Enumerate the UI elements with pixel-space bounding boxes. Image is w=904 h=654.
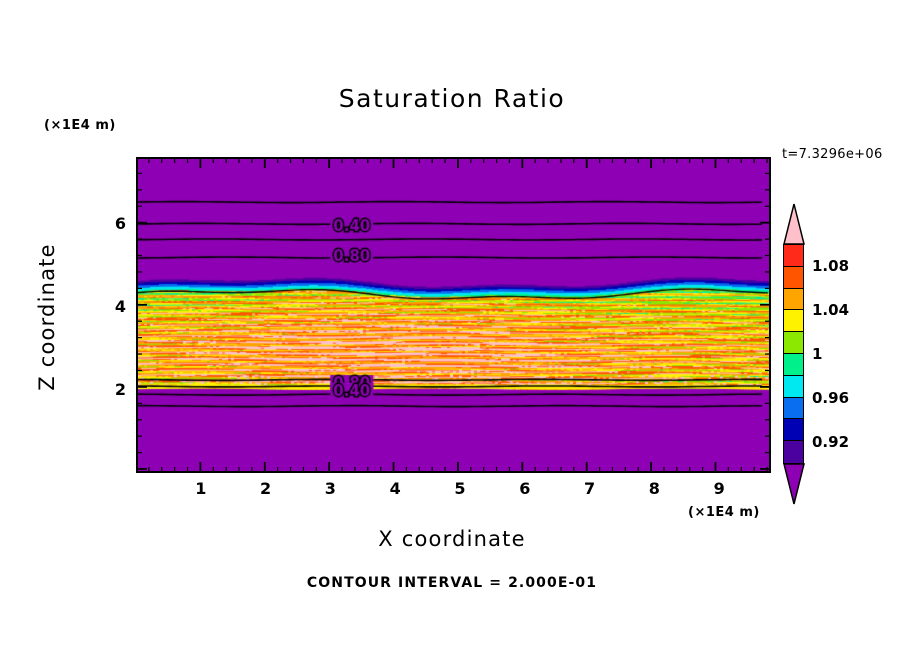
contour-field-canvas <box>138 159 769 471</box>
y-tick-label-1: 4 <box>114 296 126 316</box>
colorbar <box>783 244 804 464</box>
colorbar-label-0: 1.08 <box>812 257 850 275</box>
colorbar-band-6 <box>784 375 803 398</box>
colorbar-band-8 <box>784 419 803 442</box>
contour-interval-label: CONTOUR INTERVAL = 2.000E-01 <box>306 575 598 591</box>
x-tick-label-2: 3 <box>324 479 336 498</box>
colorbar-over-arrow <box>783 203 805 245</box>
colorbar-label-4: 0.92 <box>812 433 850 451</box>
colorbar-label-1: 1.04 <box>812 301 850 319</box>
x-axis-title: X coordinate <box>378 527 526 551</box>
x-tick-label-5: 6 <box>519 479 531 498</box>
colorbar-band-0 <box>784 245 803 267</box>
x-tick-label-7: 8 <box>648 479 660 498</box>
colorbar-band-7 <box>784 397 803 420</box>
colorbar-band-9 <box>784 441 803 463</box>
x-tick-label-6: 7 <box>583 479 596 498</box>
page-title: Saturation Ratio <box>338 84 566 113</box>
x-tick-label-0: 1 <box>195 479 207 498</box>
contour-plot-area <box>136 157 771 473</box>
colorbar-band-1 <box>784 266 803 289</box>
x-axis-unit-label: (×1E4 m) <box>688 505 760 520</box>
y-axis-title: Z coordinate <box>35 243 59 391</box>
x-tick-label-4: 5 <box>454 479 466 498</box>
timestamp-label: t=7.3296e+06 <box>782 147 883 162</box>
colorbar-band-5 <box>784 353 803 376</box>
x-tick-label-1: 2 <box>260 479 272 498</box>
y-tick-label-0: 2 <box>114 379 126 399</box>
colorbar-band-4 <box>784 332 803 354</box>
colorbar-label-3: 0.96 <box>812 389 850 407</box>
x-tick-label-8: 9 <box>713 479 725 498</box>
colorbar-band-3 <box>784 310 803 333</box>
colorbar-label-2: 1 <box>812 345 823 363</box>
x-tick-label-3: 4 <box>389 479 401 498</box>
colorbar-under-arrow <box>783 463 805 505</box>
y-axis-unit-label: (×1E4 m) <box>44 118 116 133</box>
colorbar-band-2 <box>784 288 803 311</box>
y-tick-label-2: 6 <box>114 213 126 233</box>
